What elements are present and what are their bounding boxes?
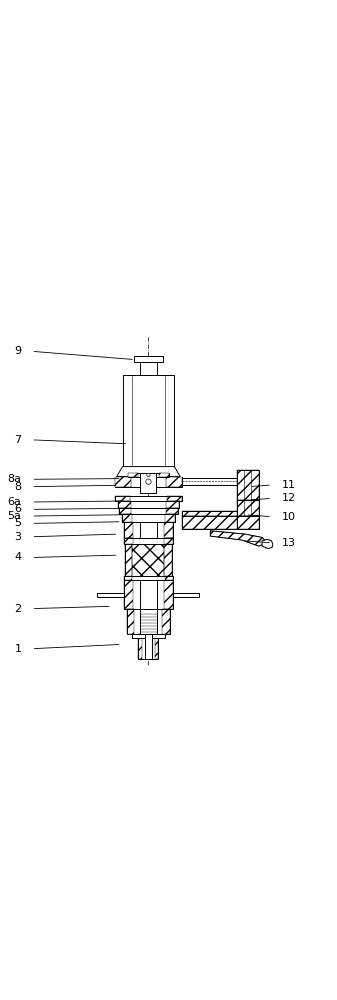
Text: 1: 1 [14,644,22,654]
Bar [166,508,178,514]
Bar [97,593,124,597]
Bar [124,522,173,538]
Bar [237,500,259,516]
Bar [115,496,130,501]
Bar [124,538,173,544]
Bar [132,634,165,638]
Bar [124,538,132,544]
Bar [125,538,132,580]
Text: 2: 2 [14,604,22,614]
Text: 5a: 5a [7,511,22,521]
Bar [159,473,168,477]
Bar [145,634,152,659]
Bar [167,496,182,501]
Bar [118,501,131,508]
Bar [134,356,163,362]
Bar [173,593,200,597]
Polygon shape [117,467,180,477]
Bar [182,478,259,485]
Bar [165,514,175,522]
Bar [118,501,179,508]
Bar [164,538,173,544]
Bar [166,501,179,508]
Bar [128,473,138,477]
Bar [124,576,173,580]
Text: 5: 5 [14,518,22,528]
Bar [140,580,157,609]
Text: 8a: 8a [7,474,22,484]
Circle shape [147,473,150,477]
Bar [155,634,158,659]
Bar [124,580,173,609]
Text: 7: 7 [14,435,22,445]
Text: 6a: 6a [7,497,22,507]
Circle shape [146,479,151,484]
Bar [237,500,259,516]
Bar [140,522,157,538]
Bar [237,516,259,529]
Bar [115,496,182,501]
Bar [182,511,237,516]
Bar [139,634,142,659]
Text: 12: 12 [282,493,296,503]
Text: 9: 9 [14,346,22,356]
Bar [124,576,131,580]
Text: 10: 10 [282,512,296,522]
Text: 3: 3 [14,532,22,542]
Bar [140,609,157,634]
Bar [127,609,134,634]
Polygon shape [262,539,273,548]
Bar [166,477,182,487]
Bar [237,516,259,529]
Bar [164,522,173,538]
Text: 8: 8 [14,482,22,492]
Bar [122,514,175,522]
Text: 6: 6 [14,504,22,514]
Bar [182,511,237,516]
Bar [119,508,178,514]
Bar [164,538,172,580]
Text: 4: 4 [14,552,22,562]
Bar [139,634,158,659]
Bar [127,609,170,634]
Bar [140,362,157,375]
Bar [141,473,156,493]
Bar [162,609,170,634]
Bar [237,470,259,500]
Bar [122,514,132,522]
Polygon shape [210,531,266,546]
Bar [115,477,131,487]
Bar [164,580,173,609]
Text: 13: 13 [282,538,296,548]
Bar [165,576,173,580]
Bar [115,477,182,487]
Bar [182,516,259,529]
Bar [237,470,259,500]
Bar [123,375,174,467]
Bar [182,516,259,529]
Bar [124,580,132,609]
Bar [132,540,164,579]
Bar [124,522,132,538]
Bar [125,538,172,580]
Bar [128,473,168,477]
Text: 11: 11 [282,480,296,490]
Bar [119,508,131,514]
